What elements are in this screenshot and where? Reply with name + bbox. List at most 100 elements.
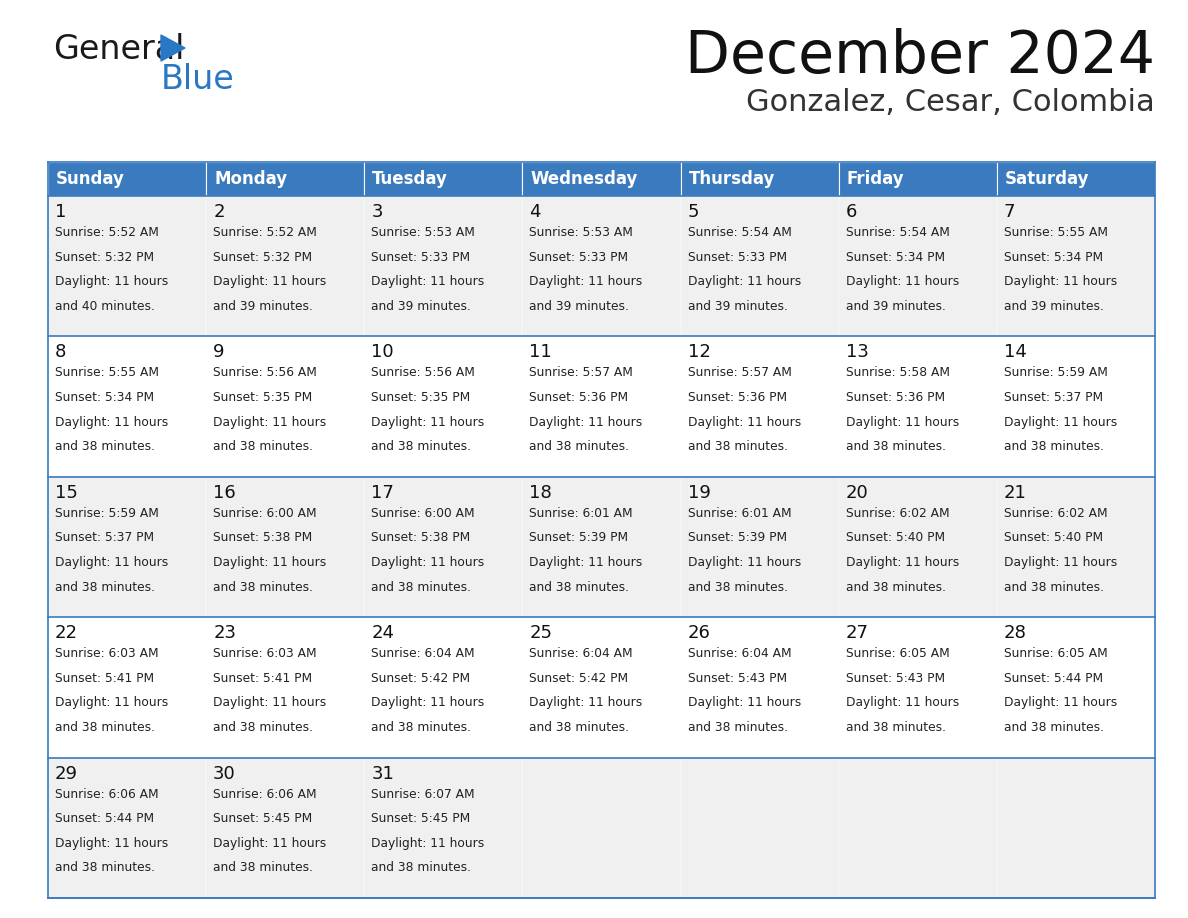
Text: Sunrise: 5:59 AM: Sunrise: 5:59 AM xyxy=(55,507,159,520)
Text: 1: 1 xyxy=(55,203,67,221)
Text: 20: 20 xyxy=(846,484,868,502)
Text: Sunset: 5:33 PM: Sunset: 5:33 PM xyxy=(530,251,628,263)
Text: and 38 minutes.: and 38 minutes. xyxy=(213,580,314,594)
Text: 19: 19 xyxy=(688,484,710,502)
Text: 8: 8 xyxy=(55,343,67,362)
Text: and 39 minutes.: and 39 minutes. xyxy=(846,299,946,313)
Bar xyxy=(48,162,207,196)
Text: Sunset: 5:34 PM: Sunset: 5:34 PM xyxy=(55,391,154,404)
Bar xyxy=(48,757,207,898)
Text: Daylight: 11 hours: Daylight: 11 hours xyxy=(530,697,643,710)
Bar xyxy=(681,617,839,757)
Text: 26: 26 xyxy=(688,624,710,643)
Text: and 38 minutes.: and 38 minutes. xyxy=(688,440,788,453)
Text: and 38 minutes.: and 38 minutes. xyxy=(213,721,314,733)
Text: Thursday: Thursday xyxy=(689,170,775,188)
Text: and 38 minutes.: and 38 minutes. xyxy=(1004,440,1104,453)
Bar xyxy=(48,476,207,617)
Text: Sunrise: 6:05 AM: Sunrise: 6:05 AM xyxy=(1004,647,1107,660)
Text: 18: 18 xyxy=(530,484,552,502)
Text: Sunset: 5:41 PM: Sunset: 5:41 PM xyxy=(55,672,154,685)
Text: Daylight: 11 hours: Daylight: 11 hours xyxy=(55,275,169,288)
Text: 4: 4 xyxy=(530,203,541,221)
Text: Sunrise: 6:06 AM: Sunrise: 6:06 AM xyxy=(213,788,317,800)
Text: Sunset: 5:38 PM: Sunset: 5:38 PM xyxy=(213,532,312,544)
Text: Friday: Friday xyxy=(847,170,904,188)
Text: and 38 minutes.: and 38 minutes. xyxy=(213,861,314,874)
Text: and 38 minutes.: and 38 minutes. xyxy=(213,440,314,453)
Text: 13: 13 xyxy=(846,343,868,362)
Text: Daylight: 11 hours: Daylight: 11 hours xyxy=(1004,697,1117,710)
Text: and 39 minutes.: and 39 minutes. xyxy=(688,299,788,313)
Text: 2: 2 xyxy=(213,203,225,221)
Polygon shape xyxy=(162,35,185,61)
Text: Sunrise: 6:02 AM: Sunrise: 6:02 AM xyxy=(846,507,949,520)
Bar xyxy=(997,336,1155,476)
Text: Sunset: 5:33 PM: Sunset: 5:33 PM xyxy=(688,251,786,263)
Text: Sunset: 5:40 PM: Sunset: 5:40 PM xyxy=(846,532,944,544)
Text: 16: 16 xyxy=(213,484,236,502)
Text: Daylight: 11 hours: Daylight: 11 hours xyxy=(1004,275,1117,288)
Text: and 38 minutes.: and 38 minutes. xyxy=(1004,580,1104,594)
Bar xyxy=(997,757,1155,898)
Text: and 39 minutes.: and 39 minutes. xyxy=(1004,299,1104,313)
Text: Daylight: 11 hours: Daylight: 11 hours xyxy=(372,836,485,850)
Text: 17: 17 xyxy=(372,484,394,502)
Text: 28: 28 xyxy=(1004,624,1026,643)
Text: 15: 15 xyxy=(55,484,78,502)
Bar xyxy=(365,162,523,196)
Text: 30: 30 xyxy=(213,765,236,783)
Text: Daylight: 11 hours: Daylight: 11 hours xyxy=(55,556,169,569)
Text: Sunrise: 6:01 AM: Sunrise: 6:01 AM xyxy=(530,507,633,520)
Text: Sunset: 5:36 PM: Sunset: 5:36 PM xyxy=(846,391,944,404)
Text: Sunset: 5:39 PM: Sunset: 5:39 PM xyxy=(530,532,628,544)
Bar xyxy=(365,617,523,757)
Text: and 38 minutes.: and 38 minutes. xyxy=(55,721,154,733)
Text: 9: 9 xyxy=(213,343,225,362)
Text: Sunrise: 6:05 AM: Sunrise: 6:05 AM xyxy=(846,647,949,660)
Text: and 38 minutes.: and 38 minutes. xyxy=(55,861,154,874)
Text: December 2024: December 2024 xyxy=(685,28,1155,85)
Text: Daylight: 11 hours: Daylight: 11 hours xyxy=(1004,556,1117,569)
Text: Daylight: 11 hours: Daylight: 11 hours xyxy=(530,556,643,569)
Bar xyxy=(365,757,523,898)
Text: Sunset: 5:42 PM: Sunset: 5:42 PM xyxy=(372,672,470,685)
Text: and 38 minutes.: and 38 minutes. xyxy=(530,580,630,594)
Text: Sunrise: 5:54 AM: Sunrise: 5:54 AM xyxy=(846,226,949,239)
Bar xyxy=(207,476,365,617)
Text: Daylight: 11 hours: Daylight: 11 hours xyxy=(688,416,801,429)
Text: and 38 minutes.: and 38 minutes. xyxy=(846,440,946,453)
Bar xyxy=(839,336,997,476)
Text: Sunrise: 5:53 AM: Sunrise: 5:53 AM xyxy=(530,226,633,239)
Text: Sunset: 5:32 PM: Sunset: 5:32 PM xyxy=(55,251,154,263)
Text: Daylight: 11 hours: Daylight: 11 hours xyxy=(530,416,643,429)
Text: Sunrise: 6:03 AM: Sunrise: 6:03 AM xyxy=(55,647,159,660)
Text: Tuesday: Tuesday xyxy=(372,170,448,188)
Text: Daylight: 11 hours: Daylight: 11 hours xyxy=(213,836,327,850)
Text: 22: 22 xyxy=(55,624,78,643)
Text: 5: 5 xyxy=(688,203,699,221)
Text: 23: 23 xyxy=(213,624,236,643)
Text: Daylight: 11 hours: Daylight: 11 hours xyxy=(372,416,485,429)
Bar xyxy=(48,336,207,476)
Bar xyxy=(839,476,997,617)
Text: 7: 7 xyxy=(1004,203,1016,221)
Text: Sunrise: 5:56 AM: Sunrise: 5:56 AM xyxy=(213,366,317,379)
Text: Sunrise: 5:57 AM: Sunrise: 5:57 AM xyxy=(530,366,633,379)
Text: and 38 minutes.: and 38 minutes. xyxy=(55,440,154,453)
Text: and 39 minutes.: and 39 minutes. xyxy=(372,299,472,313)
Text: Sunset: 5:43 PM: Sunset: 5:43 PM xyxy=(846,672,944,685)
Text: 29: 29 xyxy=(55,765,78,783)
Text: Sunrise: 6:06 AM: Sunrise: 6:06 AM xyxy=(55,788,159,800)
Bar xyxy=(681,336,839,476)
Text: Sunrise: 6:00 AM: Sunrise: 6:00 AM xyxy=(213,507,317,520)
Bar xyxy=(839,196,997,336)
Text: Sunrise: 5:52 AM: Sunrise: 5:52 AM xyxy=(213,226,317,239)
Bar xyxy=(365,476,523,617)
Text: Sunrise: 5:54 AM: Sunrise: 5:54 AM xyxy=(688,226,791,239)
Text: Daylight: 11 hours: Daylight: 11 hours xyxy=(372,556,485,569)
Bar xyxy=(681,476,839,617)
Text: Sunset: 5:45 PM: Sunset: 5:45 PM xyxy=(213,812,312,825)
Text: 11: 11 xyxy=(530,343,552,362)
Bar xyxy=(681,196,839,336)
